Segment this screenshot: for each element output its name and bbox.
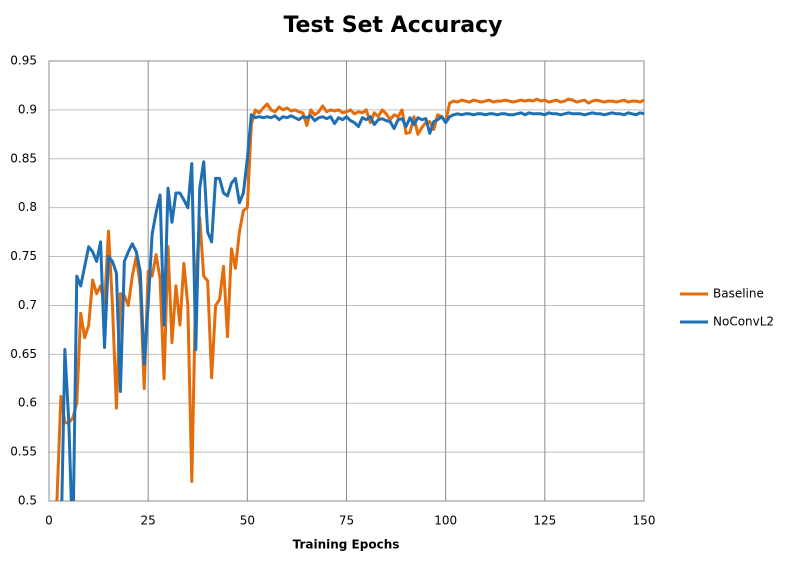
y-tick-label: 0.5 bbox=[18, 494, 37, 508]
plot-area bbox=[55, 97, 644, 501]
y-tick-label: 0.65 bbox=[10, 347, 37, 361]
legend-label: Baseline bbox=[713, 287, 764, 301]
x-tick-label: 75 bbox=[339, 514, 354, 528]
x-tick-label: 125 bbox=[533, 514, 556, 528]
x-tick-label: 100 bbox=[434, 514, 457, 528]
y-tick-label: 0.75 bbox=[10, 249, 37, 263]
series-line bbox=[55, 97, 644, 501]
chart-title: Test Set Accuracy bbox=[283, 13, 502, 38]
y-tick-label: 0.6 bbox=[18, 396, 37, 410]
y-tick-label: 0.55 bbox=[10, 445, 37, 459]
y-tick-label: 0.9 bbox=[18, 102, 37, 116]
y-tick-label: 0.8 bbox=[18, 200, 37, 214]
series-line bbox=[60, 111, 644, 501]
plot-border bbox=[48, 60, 645, 502]
x-tick-label: 50 bbox=[240, 514, 255, 528]
x-axis-label: Training Epochs bbox=[293, 538, 400, 552]
x-tick-label: 25 bbox=[141, 514, 156, 528]
y-tick-label: 0.85 bbox=[10, 151, 37, 165]
legend-label: NoConvL2 bbox=[713, 315, 774, 329]
y-tick-label: 0.95 bbox=[10, 54, 37, 68]
x-tick-label: 150 bbox=[633, 514, 656, 528]
x-tick-label: 0 bbox=[45, 514, 53, 528]
y-tick-label: 0.7 bbox=[18, 298, 37, 312]
